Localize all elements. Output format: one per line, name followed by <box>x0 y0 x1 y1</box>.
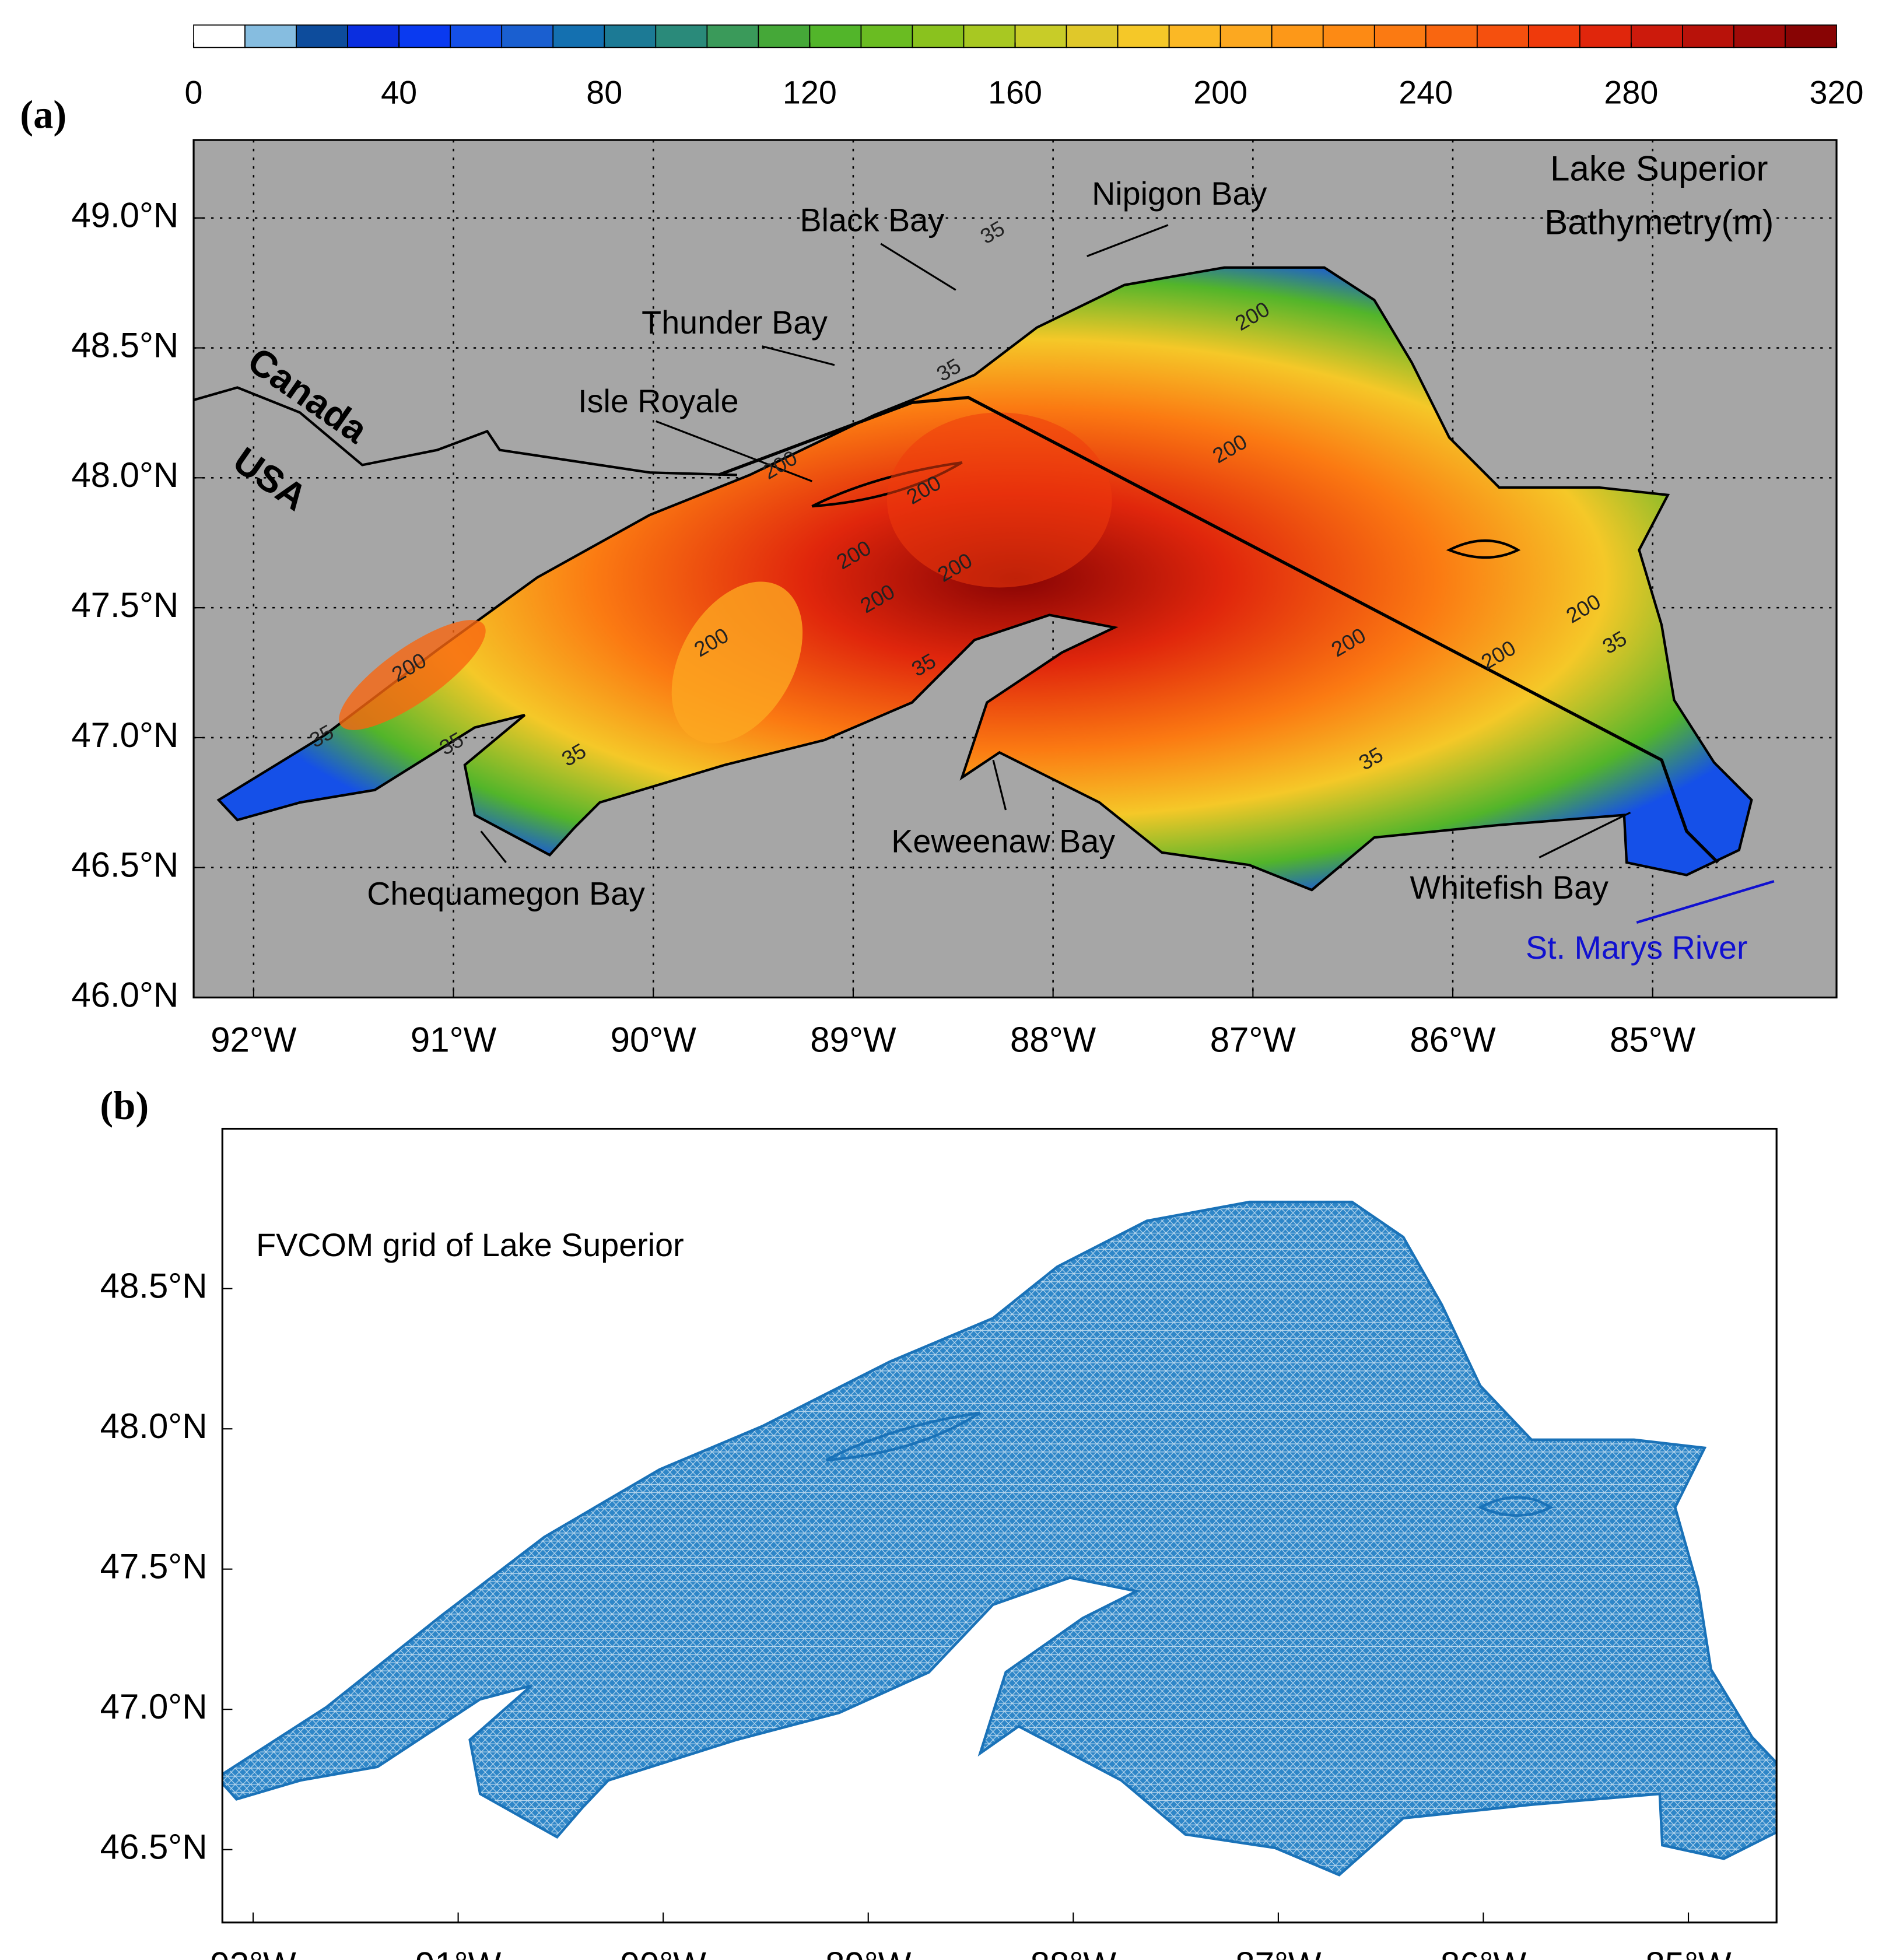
colorbar-tick-label: 80 <box>586 75 622 111</box>
colorbar-segment <box>296 24 348 48</box>
y-tick-label: 46.0°N <box>71 975 178 1014</box>
y-tick-label: 47.5°N <box>100 1547 208 1586</box>
x-tick-label: 87°W <box>1235 1945 1322 1960</box>
colorbar-tick-label: 240 <box>1399 75 1453 111</box>
annotation: Chequamegon Bay <box>367 876 645 912</box>
colorbar-segment <box>1373 24 1427 48</box>
annotation: Whitefish Bay <box>1410 869 1609 906</box>
annotation: Nipigon Bay <box>1092 176 1267 212</box>
colorbar-segment <box>912 24 965 48</box>
x-tick-label: 86°W <box>1441 1945 1527 1960</box>
colorbar-segment <box>501 24 554 48</box>
annotation: Lake Superior <box>1550 149 1768 188</box>
transect <box>717 395 1719 864</box>
panel-b: 92°W 91°W 90°W 89°W 88°W 87°W 86°W 85°W 46.5°N 47… <box>100 1084 1778 1960</box>
x-tick-label: 91°W <box>411 1021 497 1060</box>
deep-basin <box>886 412 1112 588</box>
x-tick-label: 89°W <box>810 1021 896 1060</box>
colorbar-segment <box>1322 24 1375 48</box>
leader-line <box>1636 880 1775 924</box>
colorbar-segment <box>1527 24 1580 48</box>
annotation: Keweenaw Bay <box>891 823 1115 860</box>
x-tick-label: 88°W <box>1031 1945 1117 1960</box>
colorbar-segment <box>1476 24 1529 48</box>
axes-frame <box>221 1127 1778 1924</box>
colorbar-segment <box>706 24 759 48</box>
y-tick-label: 47.0°N <box>71 716 178 755</box>
colorbar-tick-label: 320 <box>1810 75 1864 111</box>
panel-label: (a) <box>20 92 66 136</box>
annotation: FVCOM grid of Lake Superior <box>256 1227 684 1263</box>
x-tick-label: 90°W <box>621 1945 707 1960</box>
x-tick-label: 91°W <box>415 1945 502 1960</box>
deep-basin <box>339 620 486 730</box>
colorbar-segment <box>1682 24 1734 48</box>
y-tick-label: 48.0°N <box>71 455 178 495</box>
colorbar-tick-label: 120 <box>783 75 837 111</box>
x-tick-label: 87°W <box>1210 1021 1296 1060</box>
colorbar-segment <box>398 24 451 48</box>
border <box>194 386 737 476</box>
colorbar-segment <box>1117 24 1170 48</box>
colorbar-segment <box>1271 24 1324 48</box>
annotation: Black Bay <box>800 202 944 238</box>
annotation: Thunder Bay <box>642 304 828 341</box>
y-tick-label: 48.5°N <box>71 325 178 364</box>
annotation: Isle Royale <box>578 383 738 419</box>
colorbar-segment <box>1219 24 1273 48</box>
y-tick-label: 48.5°N <box>100 1267 208 1306</box>
colorbar-segment <box>1014 24 1067 48</box>
leader-lines <box>480 224 1631 864</box>
colorbar-segment <box>193 24 246 48</box>
y-tick-label: 48.0°N <box>100 1407 208 1446</box>
colorbar-tick-label: 200 <box>1193 75 1247 111</box>
colorbar-segment <box>1631 24 1683 48</box>
colorbar-tick-label: 160 <box>988 75 1042 111</box>
y-tick-label: 46.5°N <box>71 846 178 885</box>
lake-map <box>194 224 1775 924</box>
x-tick-label: 89°W <box>825 1945 912 1960</box>
colorbar-segment <box>1168 24 1221 48</box>
colorbar-tick-label: 0 <box>185 75 203 111</box>
x-tick-label: 90°W <box>611 1021 697 1060</box>
deep-basin <box>671 581 803 744</box>
panel-a: 92°W 91°W 90°W 89°W 88°W 87°W 86°W 85°W 46.0°N 46… <box>20 92 1838 1060</box>
colorbar-segment <box>1785 24 1837 48</box>
x-tick-label: 88°W <box>1010 1021 1096 1060</box>
annotation: St. Marys River <box>1526 930 1748 966</box>
colorbar: 0 40 80 120 160 200 240 280 320 <box>185 24 1864 111</box>
y-tick-label: 46.5°N <box>100 1827 208 1866</box>
y-tick-label: 49.0°N <box>71 196 178 235</box>
colorbar-tick-label: 280 <box>1604 75 1658 111</box>
colorbar-segment <box>347 24 400 48</box>
colorbar-segment <box>1425 24 1478 48</box>
colorbar-segment <box>1579 24 1632 48</box>
x-tick-label: 92°W <box>210 1945 296 1960</box>
colorbar-segment <box>758 24 811 48</box>
colorbar-segment <box>244 24 297 48</box>
x-tick-label: 92°W <box>211 1021 297 1060</box>
colorbar-segment <box>450 24 503 48</box>
x-tick-label: 85°W <box>1645 1945 1732 1960</box>
annotation: Bathymetry(m) <box>1544 203 1774 242</box>
y-tick-label: 47.0°N <box>100 1687 208 1726</box>
colorbar-tick-label: 40 <box>381 75 417 111</box>
colorbar-segment <box>860 24 913 48</box>
x-tick-label: 85°W <box>1610 1021 1696 1060</box>
colorbar-segment <box>963 24 1016 48</box>
panel-label: (b) <box>100 1084 149 1128</box>
colorbar-segment <box>809 24 862 48</box>
colorbar-segment <box>1733 24 1786 48</box>
colorbar-segment <box>655 24 708 48</box>
colorbar-segment <box>552 24 605 48</box>
colorbar-segment <box>1066 24 1119 48</box>
x-tick-label: 86°W <box>1410 1021 1496 1060</box>
y-tick-label: 47.5°N <box>71 585 178 625</box>
colorbar-segment <box>604 24 657 48</box>
axes-frame <box>192 139 1838 999</box>
